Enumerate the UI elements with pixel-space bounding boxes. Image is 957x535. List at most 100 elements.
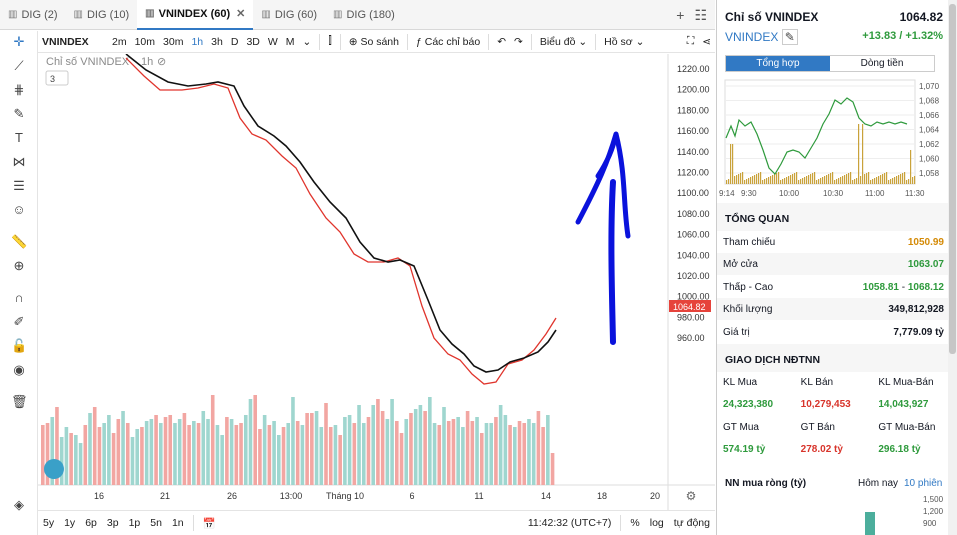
ruler-icon[interactable]: 📏 [11,234,28,249]
y-tick: 1000.00 [677,292,710,302]
x-tick: 21 [160,491,170,501]
col-label: GT Bán [800,422,835,433]
chart-menu-button[interactable]: Biểu đồ ⌄ [539,35,588,48]
candle-type-icon[interactable]: ⫿ [328,35,332,47]
fullscreen-icon[interactable]: ⛶ [686,35,695,47]
volume-bar [272,421,276,485]
layers-icon[interactable]: ◈ [14,497,24,512]
range-1n[interactable]: 1n [171,517,184,529]
interval-w[interactable]: W [267,35,278,48]
tab-dig-10[interactable]: ▥ DIG (10) [73,8,130,21]
lock-draw-icon[interactable]: ✐ [13,314,25,329]
range-5y[interactable]: 5y [43,517,55,529]
mini-volume-bar [736,175,738,184]
drawn-arrow-shaft [608,179,616,345]
mini-volume-bar [834,180,836,184]
template-menu-button[interactable]: Hồ sơ ⌄ [604,35,645,48]
volume-bar [182,413,187,485]
hide-icon[interactable]: ⊘ [157,56,166,68]
calendar-icon[interactable]: 📅 [202,517,216,530]
tab-summary[interactable]: Tổng hợp [726,56,830,71]
text-icon[interactable]: T [15,130,23,145]
lock-icon[interactable]: 🔓 [11,338,28,353]
x-tick: 16 [94,491,104,501]
interval-10m[interactable]: 10m [134,35,156,48]
redo-icon[interactable]: ↷ [514,35,523,48]
net-today-button[interactable]: Hôm nay [858,478,899,489]
panel-scrollbar[interactable] [948,0,957,535]
clock-time[interactable]: 11:42:32 (UTC+7) [527,517,612,529]
compare-button[interactable]: ⊕ So sánh [348,35,399,48]
tab-dig-180[interactable]: ▥ DIG (180) [333,8,395,21]
volume-bar [121,411,125,485]
percent-toggle[interactable]: % [630,517,640,529]
range-6p[interactable]: 6p [85,517,97,529]
interval-3h[interactable]: 3h [211,35,223,48]
trash-icon[interactable]: 🗑 [11,394,28,409]
emoji-icon[interactable]: ☺ [12,202,26,217]
eye-icon[interactable]: ◉ [13,362,25,377]
mini-volume-bar [892,178,894,184]
range-5n[interactable]: 5n [150,517,162,529]
mini-volume-bar [816,180,818,184]
scrollbar-thumb[interactable] [949,4,956,354]
pattern-icon[interactable]: ⋈ [12,154,26,169]
cloud-icon[interactable] [44,459,64,479]
mini-volume-bar [880,175,882,184]
buy-value: 574.19 tỷ [723,444,766,455]
panel-symbol[interactable]: VNINDEX ✎ [725,29,798,45]
interval-3d[interactable]: 3D [246,35,260,48]
mini-x-tick: 11:00 [865,189,885,198]
mini-volume-bar [898,175,900,184]
volume-bar [55,407,59,485]
add-tab-icon[interactable]: + [676,7,685,23]
edit-icon[interactable]: ✎ [781,29,798,45]
close-icon[interactable]: ✕ [236,8,246,20]
price-chart[interactable]: Chỉ số VNINDEX 1h ⊘ 3 1220.00 1200.00 1180… [38,54,715,510]
indicators-button[interactable]: ƒ Các chỉ báo [415,35,481,48]
mini-volume-bar [826,175,828,184]
settings-icon[interactable]: ⚙ [686,489,697,503]
range-1p[interactable]: 1p [128,517,141,529]
log-toggle[interactable]: log [649,517,664,529]
volume-bar [187,425,191,485]
chevron-down-icon[interactable]: ⌄ [302,35,312,48]
magnet-icon[interactable]: ∩ [14,290,24,305]
volume-bar [154,415,158,485]
volume-bar [111,433,116,485]
high-value: 1068.12 [907,281,944,293]
interval-30m[interactable]: 30m [163,35,184,48]
auto-toggle[interactable]: tự động [673,517,710,529]
trend-line-icon[interactable]: ⟋ [14,58,24,73]
volume-bar [215,425,220,485]
volume-bar [527,419,531,485]
tab-dig-2[interactable]: ▥ DIG (2) [8,8,58,21]
legend-interval: 1h [141,56,153,68]
range-3p[interactable]: 3p [106,517,119,529]
tab-dig-60[interactable]: ▥ DIG (60) [261,8,317,21]
legend-collapse[interactable] [45,70,69,86]
fib-icon[interactable]: ⋕ [13,82,25,97]
symbol-input[interactable]: VNINDEX [42,35,89,48]
range-1y[interactable]: 1y [64,517,76,529]
volume-bar [371,405,375,485]
low-value: 1058.81 [862,281,899,293]
layout-icon[interactable]: ☷ [694,6,707,23]
net-10-button[interactable]: 10 phiên [904,478,943,489]
brush-icon[interactable]: ✎ [13,106,25,121]
range-bar: 5y 1y 6p 3p 1p 5n 1n 📅 11:42:32 (UTC+7) … [38,510,715,535]
mini-volume-bar [822,177,824,184]
interval-2m[interactable]: 2m [112,35,127,48]
interval-d[interactable]: D [230,35,239,48]
tab-money-flow[interactable]: Dòng tiền [860,58,904,69]
crosshair-icon[interactable]: ✛ [13,34,25,49]
foreign-values-2: 574.19 tỷ 278.02 tỷ 296.18 tỷ [717,444,950,455]
prediction-icon[interactable]: ☰ [13,178,25,193]
share-icon[interactable]: ⋖ [702,35,711,48]
interval-1h[interactable]: 1h [191,35,204,48]
mini-volume-bar [832,172,834,184]
zoom-icon[interactable]: ⊕ [13,258,25,273]
interval-m[interactable]: M [285,35,295,48]
tab-vnindex-60[interactable]: ▥ VNINDEX (60) ✕ [137,0,254,30]
undo-icon[interactable]: ↶ [497,35,507,48]
